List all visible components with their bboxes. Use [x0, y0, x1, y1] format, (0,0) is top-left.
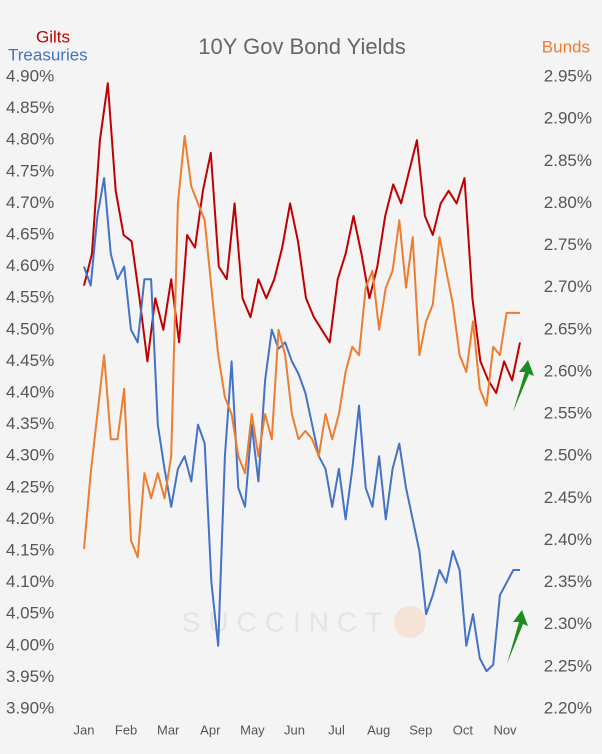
- y2-tick-label: 2.60%: [544, 361, 592, 380]
- x-tick-label: Nov: [493, 722, 517, 737]
- x-tick-label: May: [240, 722, 265, 737]
- series-line: [83, 135, 520, 559]
- y-tick-label: 4.15%: [6, 540, 54, 559]
- chart-title: 10Y Gov Bond Yields: [198, 34, 406, 59]
- y2-tick-label: 2.75%: [544, 235, 592, 254]
- y-tick-label: 4.05%: [6, 604, 54, 623]
- y-tick-label: 3.90%: [6, 698, 54, 717]
- legend-label: Gilts: [36, 27, 70, 46]
- arrow-up: [507, 610, 528, 664]
- y2-tick-label: 2.85%: [544, 151, 592, 170]
- y2-tick-label: 2.55%: [544, 404, 592, 423]
- x-tick-label: Feb: [115, 722, 137, 737]
- y-tick-label: 4.10%: [6, 572, 54, 591]
- y-tick-label: 4.50%: [6, 319, 54, 338]
- y-tick-label: 4.85%: [6, 98, 54, 117]
- y2-tick-label: 2.80%: [544, 193, 592, 212]
- y2-tick-label: 2.35%: [544, 572, 592, 591]
- y-tick-label: 4.90%: [6, 66, 54, 85]
- arrow-up: [513, 360, 534, 412]
- x-tick-label: Jul: [328, 722, 345, 737]
- y-tick-label: 4.35%: [6, 414, 54, 433]
- x-tick-label: Aug: [367, 722, 390, 737]
- y2-tick-label: 2.50%: [544, 446, 592, 465]
- y2-tick-label: 2.45%: [544, 488, 592, 507]
- series-line: [83, 82, 521, 394]
- y-tick-label: 4.60%: [6, 256, 54, 275]
- x-tick-label: Oct: [453, 722, 474, 737]
- y2-tick-label: 2.40%: [544, 530, 592, 549]
- y-tick-label: 4.40%: [6, 382, 54, 401]
- y2-tick-label: 2.25%: [544, 656, 592, 675]
- x-tick-label: Apr: [200, 722, 221, 737]
- y-tick-label: 4.80%: [6, 130, 54, 149]
- y-tick-label: 4.65%: [6, 224, 54, 243]
- watermark-logo: [394, 606, 426, 638]
- y2-tick-label: 2.30%: [544, 614, 592, 633]
- series-line: [83, 177, 520, 673]
- y-tick-label: 4.20%: [6, 509, 54, 528]
- y-tick-label: 3.95%: [6, 667, 54, 686]
- x-tick-label: Jun: [284, 722, 305, 737]
- y-tick-label: 4.70%: [6, 193, 54, 212]
- x-tick-label: Mar: [157, 722, 180, 737]
- y2-tick-label: 2.65%: [544, 319, 592, 338]
- y-tick-label: 4.30%: [6, 446, 54, 465]
- watermark: SUCCINCT: [182, 606, 391, 637]
- legend-label: Bunds: [542, 37, 590, 56]
- y2-tick-label: 2.20%: [544, 698, 592, 717]
- y-tick-label: 4.55%: [6, 288, 54, 307]
- y2-tick-label: 2.90%: [544, 109, 592, 128]
- legend-label: Treasuries: [8, 45, 88, 64]
- x-tick-label: Jan: [74, 722, 95, 737]
- y-tick-label: 4.00%: [6, 635, 54, 654]
- y-tick-label: 4.45%: [6, 351, 54, 370]
- y-tick-label: 4.75%: [6, 161, 54, 180]
- y2-tick-label: 2.70%: [544, 277, 592, 296]
- x-tick-label: Sep: [409, 722, 432, 737]
- y2-tick-label: 2.95%: [544, 66, 592, 85]
- y-tick-label: 4.25%: [6, 477, 54, 496]
